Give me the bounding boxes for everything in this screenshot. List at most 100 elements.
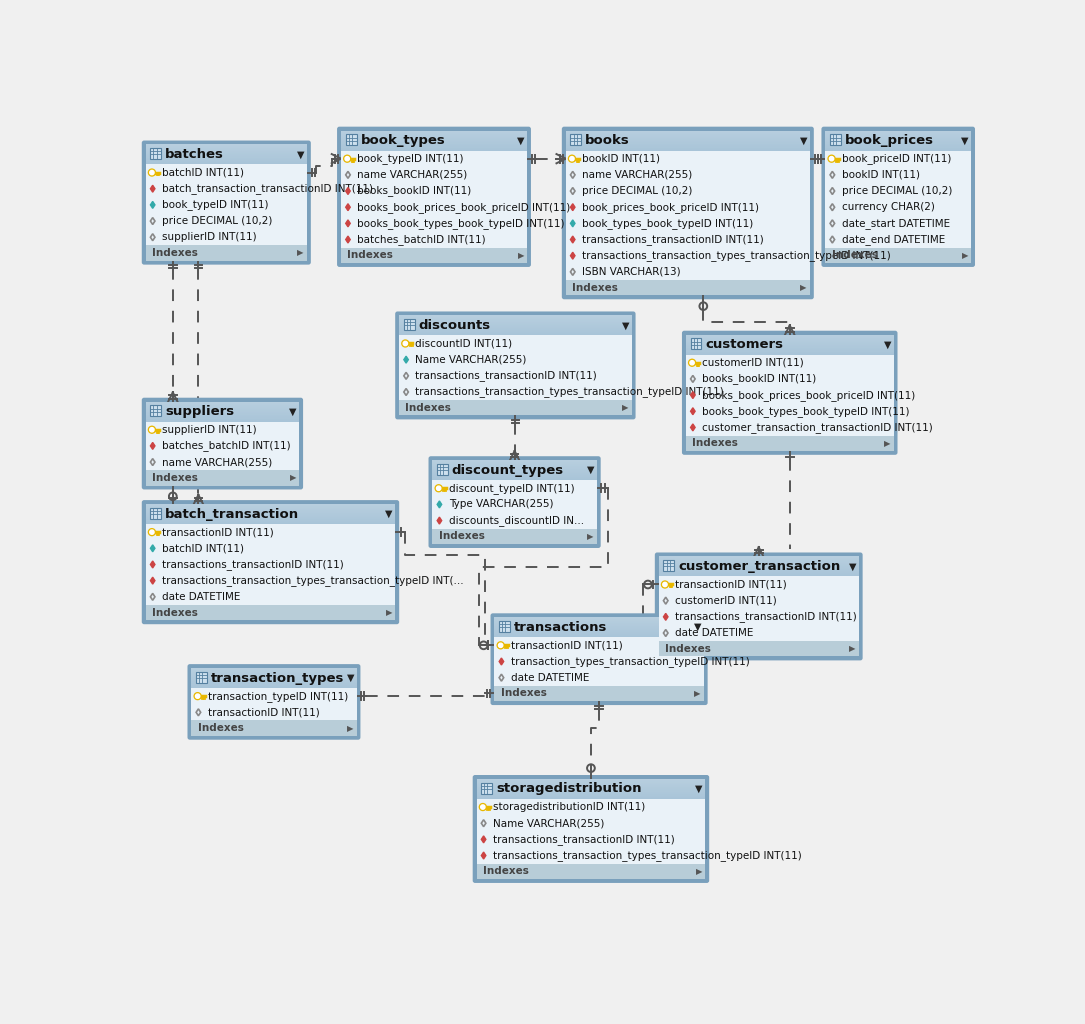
Bar	[346, 134, 357, 145]
Text: ▶: ▶	[587, 531, 593, 541]
Text: batchID INT(11): batchID INT(11)	[162, 168, 244, 177]
Polygon shape	[571, 237, 575, 243]
Circle shape	[149, 169, 155, 176]
Text: book_typeID INT(11): book_typeID INT(11)	[357, 154, 463, 164]
FancyBboxPatch shape	[473, 776, 709, 882]
Text: Indexes: Indexes	[692, 438, 738, 449]
Text: customers: customers	[705, 338, 783, 351]
Bar	[399, 400, 631, 416]
Text: date DATETIME: date DATETIME	[675, 628, 753, 638]
Circle shape	[690, 360, 694, 365]
Text: ▼: ▼	[385, 509, 393, 519]
Bar	[686, 354, 894, 435]
Text: batch_transaction: batch_transaction	[165, 508, 299, 520]
Bar	[191, 721, 357, 736]
Text: price DECIMAL (10,2): price DECIMAL (10,2)	[842, 186, 952, 196]
Text: customerID INT(11): customerID INT(11)	[675, 596, 777, 605]
Bar	[495, 637, 704, 686]
Bar	[145, 246, 307, 261]
Text: Indexes: Indexes	[438, 531, 485, 542]
Text: ▼: ▼	[297, 150, 305, 160]
Text: discountID INT(11): discountID INT(11)	[416, 339, 512, 348]
Bar	[686, 335, 894, 354]
Bar	[565, 280, 809, 295]
Text: Indexes: Indexes	[572, 283, 617, 293]
Text: books: books	[585, 134, 630, 147]
Bar	[690, 339, 701, 349]
Bar	[433, 460, 597, 480]
Text: ▶: ▶	[386, 608, 393, 617]
Text: book_prices: book_prices	[845, 134, 934, 147]
Text: Indexes: Indexes	[347, 250, 393, 260]
Bar	[399, 336, 631, 400]
Polygon shape	[571, 252, 575, 259]
Bar	[145, 524, 395, 605]
Circle shape	[149, 528, 155, 536]
Bar	[565, 151, 809, 280]
Text: batches_batchID INT(11): batches_batchID INT(11)	[357, 234, 486, 245]
Text: batches_batchID INT(11): batches_batchID INT(11)	[162, 440, 291, 452]
Bar	[399, 315, 631, 336]
Text: ▼: ▼	[693, 623, 701, 632]
Text: ▼: ▼	[622, 321, 629, 331]
FancyBboxPatch shape	[430, 457, 600, 547]
FancyBboxPatch shape	[189, 665, 359, 739]
Circle shape	[435, 484, 443, 492]
Circle shape	[828, 156, 835, 162]
Bar	[145, 470, 299, 485]
Text: ▶: ▶	[518, 251, 524, 260]
Text: Indexes: Indexes	[500, 688, 547, 698]
Text: transactions_transactionID INT(11): transactions_transactionID INT(11)	[162, 559, 344, 570]
Text: book_types_book_typeID INT(11): book_types_book_typeID INT(11)	[582, 218, 753, 228]
Text: batch_transaction_transactionID INT(11): batch_transaction_transactionID INT(11)	[162, 183, 373, 195]
Bar	[145, 605, 395, 621]
Bar	[151, 508, 162, 519]
Text: discount_types: discount_types	[451, 464, 564, 476]
Text: transactions_transactionID INT(11): transactions_transactionID INT(11)	[582, 234, 764, 245]
Circle shape	[150, 170, 154, 175]
FancyBboxPatch shape	[563, 128, 813, 298]
Text: date DATETIME: date DATETIME	[162, 592, 241, 602]
Bar	[571, 134, 582, 145]
Bar	[433, 528, 597, 544]
Text: supplierID INT(11): supplierID INT(11)	[162, 425, 256, 435]
Bar	[830, 134, 841, 145]
Text: transactions_transactionID INT(11): transactions_transactionID INT(11)	[493, 834, 675, 845]
Text: batches: batches	[165, 147, 224, 161]
Text: books_book_types_book_typeID INT(11): books_book_types_book_typeID INT(11)	[702, 406, 909, 417]
Text: books_book_types_book_typeID INT(11): books_book_types_book_typeID INT(11)	[357, 218, 565, 228]
Text: transaction_typeID INT(11): transaction_typeID INT(11)	[207, 691, 348, 701]
Bar	[191, 688, 357, 721]
Bar	[437, 464, 448, 475]
Polygon shape	[482, 836, 486, 843]
Polygon shape	[690, 391, 695, 398]
Bar	[495, 617, 704, 637]
Polygon shape	[346, 187, 350, 195]
Bar	[659, 556, 858, 577]
Circle shape	[569, 156, 575, 162]
Bar	[145, 401, 299, 422]
Bar	[151, 148, 162, 159]
Polygon shape	[690, 424, 695, 431]
Bar	[686, 435, 894, 451]
Circle shape	[829, 157, 833, 161]
Text: transaction_types_transaction_typeID INT(11): transaction_types_transaction_typeID INT…	[511, 656, 750, 667]
Text: ▼: ▼	[800, 135, 807, 145]
Text: ▼: ▼	[848, 561, 856, 571]
Text: ▼: ▼	[883, 340, 891, 349]
Circle shape	[195, 694, 200, 698]
FancyBboxPatch shape	[655, 553, 861, 659]
Circle shape	[481, 805, 485, 809]
Circle shape	[662, 581, 668, 588]
Text: ▶: ▶	[961, 251, 968, 260]
FancyBboxPatch shape	[337, 128, 531, 266]
Bar	[476, 863, 705, 879]
Circle shape	[149, 426, 155, 433]
Circle shape	[480, 804, 486, 810]
Polygon shape	[346, 237, 350, 243]
Bar	[145, 422, 299, 470]
Text: ▶: ▶	[850, 644, 856, 653]
Text: transactions_transactionID INT(11): transactions_transactionID INT(11)	[416, 371, 597, 381]
Text: price DECIMAL (10,2): price DECIMAL (10,2)	[582, 186, 692, 196]
Bar	[659, 641, 858, 656]
